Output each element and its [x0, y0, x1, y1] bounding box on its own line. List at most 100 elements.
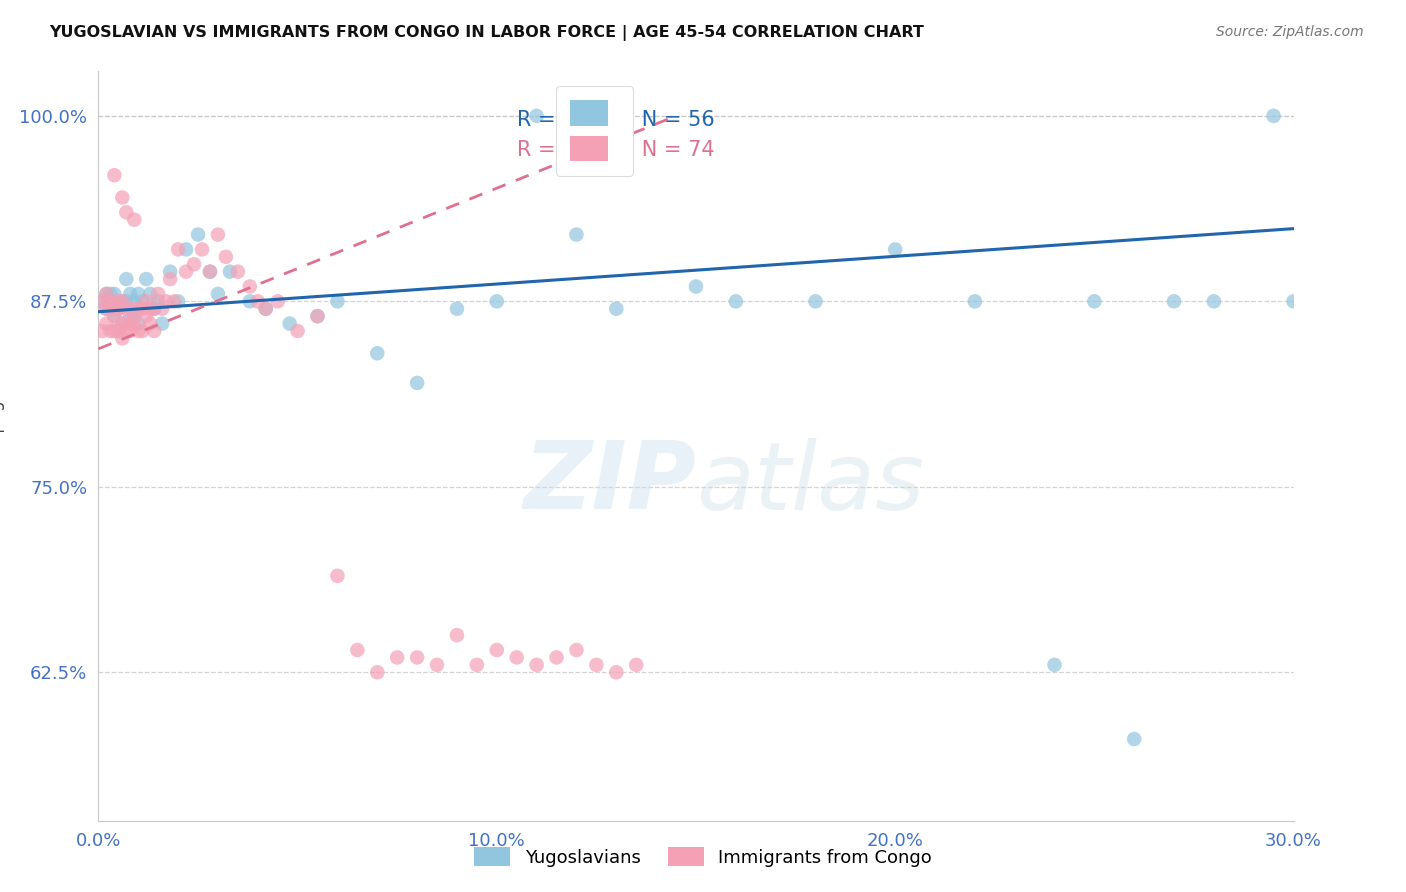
Point	[96, 287, 118, 301]
Point	[884, 243, 907, 257]
Point	[91, 294, 114, 309]
Text: Source: ZipAtlas.com: Source: ZipAtlas.com	[1216, 25, 1364, 39]
Point	[287, 324, 309, 338]
Point	[103, 301, 125, 316]
Point	[174, 243, 197, 257]
Point	[385, 650, 409, 665]
Point	[565, 643, 588, 657]
Point	[127, 287, 149, 301]
Y-axis label: In Labor Force | Age 45-54: In Labor Force | Age 45-54	[0, 336, 6, 556]
Point	[366, 346, 388, 360]
Point	[127, 301, 149, 316]
Point	[103, 287, 125, 301]
Point	[139, 287, 162, 301]
Legend: , : ,	[555, 86, 633, 176]
Point	[135, 309, 157, 323]
Point	[1163, 294, 1185, 309]
Point	[167, 294, 190, 309]
Point	[267, 294, 290, 309]
Point	[107, 294, 129, 309]
Point	[278, 317, 301, 331]
Point	[366, 665, 388, 680]
Point	[143, 301, 166, 316]
Point	[139, 317, 162, 331]
Point	[1083, 294, 1105, 309]
Text: R = 0.132   N = 56: R = 0.132 N = 56	[517, 110, 714, 130]
Point	[506, 650, 529, 665]
Point	[215, 250, 238, 264]
Point	[526, 657, 548, 672]
Point	[103, 168, 125, 182]
Point	[107, 301, 129, 316]
Point	[98, 301, 122, 316]
Point	[143, 301, 166, 316]
Point	[131, 324, 153, 338]
Point	[307, 309, 329, 323]
Point	[96, 317, 118, 331]
Point	[150, 301, 173, 316]
Point	[187, 227, 209, 242]
Point	[143, 324, 166, 338]
Point	[626, 657, 648, 672]
Point	[98, 324, 122, 338]
Point	[111, 331, 134, 345]
Point	[124, 294, 146, 309]
Point	[148, 294, 170, 309]
Point	[565, 227, 588, 242]
Point	[167, 243, 190, 257]
Point	[198, 265, 221, 279]
Point	[135, 272, 157, 286]
Point	[107, 301, 129, 316]
Point	[724, 294, 747, 309]
Point	[239, 279, 262, 293]
Point	[406, 650, 429, 665]
Point	[115, 294, 138, 309]
Text: YUGOSLAVIAN VS IMMIGRANTS FROM CONGO IN LABOR FORCE | AGE 45-54 CORRELATION CHAR: YUGOSLAVIAN VS IMMIGRANTS FROM CONGO IN …	[49, 25, 924, 41]
Point	[103, 324, 125, 338]
Point	[254, 301, 277, 316]
Point	[124, 317, 146, 331]
Point	[111, 294, 134, 309]
Point	[1202, 294, 1225, 309]
Point	[91, 294, 114, 309]
Point	[120, 309, 142, 323]
Point	[139, 301, 162, 316]
Point	[446, 628, 468, 642]
Point	[127, 324, 149, 338]
Point	[115, 317, 138, 331]
Point	[1123, 732, 1146, 747]
Point	[124, 309, 146, 323]
Point	[246, 294, 269, 309]
Point	[254, 301, 277, 316]
Point	[526, 109, 548, 123]
Text: ZIP: ZIP	[523, 437, 696, 530]
Text: atlas: atlas	[696, 438, 924, 529]
Text: R = 0.155   N = 74: R = 0.155 N = 74	[517, 140, 714, 160]
Point	[115, 301, 138, 316]
Point	[963, 294, 986, 309]
Point	[111, 190, 134, 204]
Point	[150, 317, 173, 331]
Point	[131, 301, 153, 316]
Point	[96, 301, 118, 316]
Point	[124, 212, 146, 227]
Point	[406, 376, 429, 390]
Point	[207, 227, 229, 242]
Point	[135, 294, 157, 309]
Point	[485, 643, 508, 657]
Point	[127, 317, 149, 331]
Legend: Yugoslavians, Immigrants from Congo: Yugoslavians, Immigrants from Congo	[467, 840, 939, 874]
Point	[685, 279, 707, 293]
Point	[111, 317, 134, 331]
Point	[174, 265, 197, 279]
Point	[465, 657, 488, 672]
Point	[107, 324, 129, 338]
Point	[115, 205, 138, 219]
Point	[585, 657, 607, 672]
Point	[183, 257, 205, 271]
Point	[98, 287, 122, 301]
Point	[120, 324, 142, 338]
Point	[159, 265, 181, 279]
Point	[103, 309, 125, 323]
Point	[103, 309, 125, 323]
